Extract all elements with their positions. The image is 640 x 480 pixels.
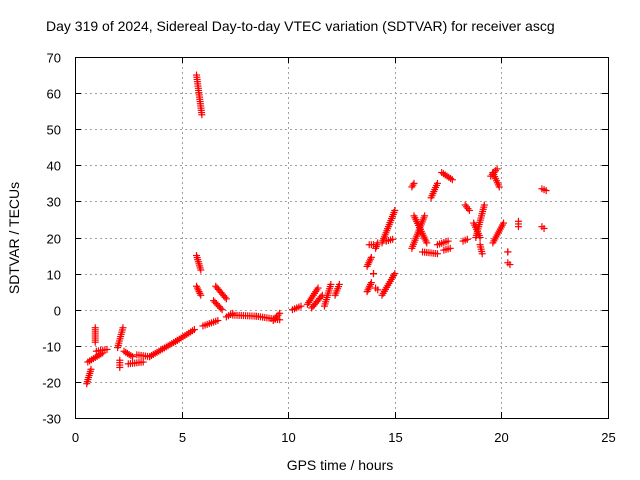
data-point (542, 187, 550, 195)
data-point (103, 345, 111, 353)
x-axis-label: GPS time / hours (287, 457, 394, 473)
data-point (480, 201, 488, 209)
x-tick-label: 25 (601, 430, 615, 445)
data-point (314, 284, 322, 292)
x-tick-label: 15 (388, 430, 402, 445)
plot-frame (75, 57, 609, 419)
data-point (444, 237, 452, 245)
data-point (297, 302, 305, 310)
data-point (465, 206, 473, 214)
data-point (197, 291, 205, 299)
data-point (506, 261, 514, 269)
data-point (433, 179, 441, 187)
data-point (91, 324, 99, 332)
data-point (317, 293, 325, 301)
data-point (369, 270, 377, 278)
data-point (478, 250, 486, 258)
data-point (504, 248, 512, 256)
data-point (495, 183, 503, 191)
data-point (367, 253, 375, 261)
data-point (463, 235, 471, 243)
chart-title: Day 319 of 2024, Sidereal Day-to-day VTE… (46, 18, 555, 34)
y-tick-label: 60 (47, 87, 61, 102)
data-point (448, 176, 456, 184)
x-tick-label: 20 (494, 430, 508, 445)
y-tick-label: 20 (47, 232, 61, 247)
data-points (83, 71, 550, 388)
data-point (373, 241, 381, 249)
data-point (139, 358, 147, 366)
data-point (421, 212, 429, 220)
x-tick-label: 10 (281, 430, 295, 445)
x-axis-ticks: 0 5 10 15 20 25 (72, 57, 616, 445)
grid (75, 57, 608, 418)
data-point (423, 239, 431, 247)
data-point (335, 280, 343, 288)
y-tick-label: 50 (47, 123, 61, 138)
data-point (327, 280, 335, 288)
data-point (446, 244, 454, 252)
data-point (214, 317, 222, 325)
data-point (514, 223, 522, 231)
y-tick-label: 0 (54, 304, 61, 319)
data-point (389, 235, 397, 243)
data-point (500, 219, 508, 227)
y-tick-label: 70 (47, 51, 61, 66)
data-point (221, 293, 229, 301)
data-point (276, 309, 284, 317)
data-point (217, 304, 225, 312)
data-point (198, 111, 206, 119)
data-point (129, 353, 137, 361)
data-point (409, 181, 417, 189)
data-point (391, 206, 399, 214)
x-tick-label: 5 (179, 430, 186, 445)
y-tick-label: 10 (47, 268, 61, 283)
data-point (493, 165, 501, 173)
data-point (410, 179, 418, 187)
y-tick-label: -20 (42, 376, 61, 391)
data-point (540, 224, 548, 232)
data-point (127, 352, 135, 360)
data-point (87, 365, 95, 373)
y-tick-label: 30 (47, 195, 61, 210)
data-point (222, 295, 230, 303)
data-point (116, 356, 124, 364)
data-point (197, 266, 205, 274)
y-tick-label: 40 (47, 159, 61, 174)
y-axis-ticks: -30 -20 -10 0 10 20 30 40 50 60 70 (42, 51, 608, 427)
data-point (367, 279, 375, 287)
y-axis-label: SDTVAR / TECUs (6, 182, 22, 294)
data-point (218, 306, 226, 314)
data-point (391, 270, 399, 278)
x-tick-label: 0 (72, 430, 79, 445)
data-point (119, 324, 127, 332)
y-tick-label: -10 (42, 340, 61, 355)
data-point (190, 326, 198, 334)
y-tick-label: -30 (42, 412, 61, 427)
data-point (374, 286, 382, 294)
data-point (433, 250, 441, 258)
